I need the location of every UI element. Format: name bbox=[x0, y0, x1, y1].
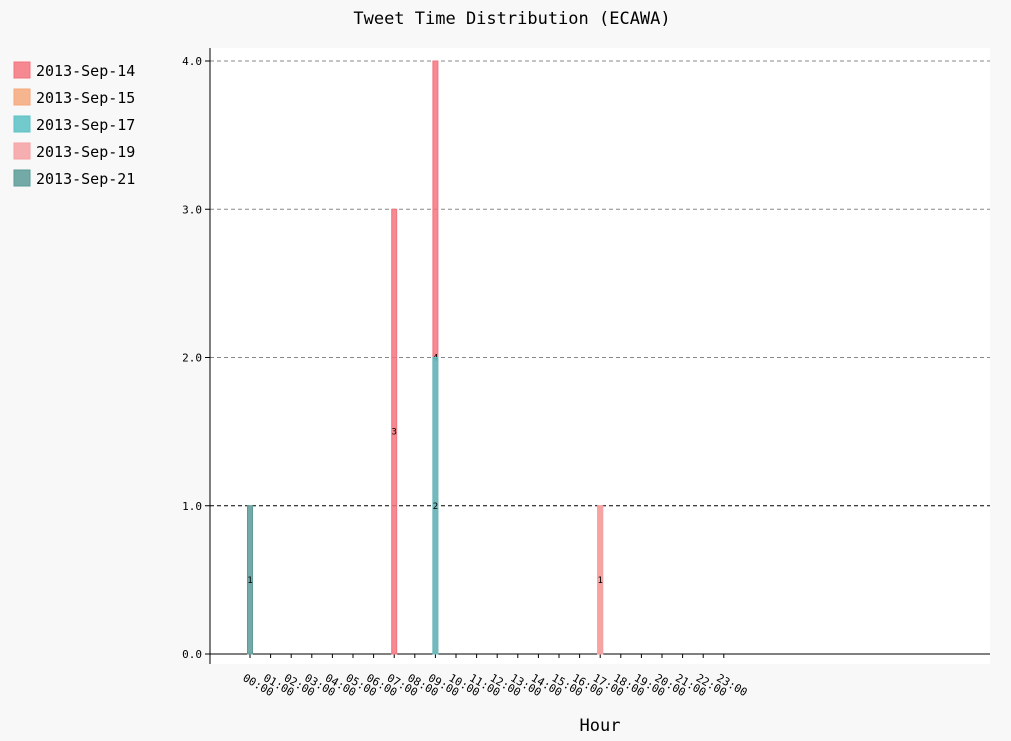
y-tick-label: 1.0 bbox=[182, 500, 202, 513]
legend-label: 2013-Sep-15 bbox=[36, 89, 135, 107]
bar-value-label: 3 bbox=[391, 428, 396, 438]
y-tick-label: 4.0 bbox=[182, 55, 202, 68]
bars: 341211 bbox=[247, 60, 604, 655]
bar bbox=[391, 208, 398, 655]
chart-title: Tweet Time Distribution (ECAWA) bbox=[353, 9, 670, 29]
y-tick-label: 0.0 bbox=[182, 648, 202, 661]
legend-swatch bbox=[13, 88, 31, 106]
legend-label: 2013-Sep-14 bbox=[36, 62, 135, 80]
legend-label: 2013-Sep-19 bbox=[36, 143, 135, 161]
legend: 2013-Sep-14 2013-Sep-15 2013-Sep-17 2013-Se… bbox=[13, 61, 135, 188]
legend-swatch bbox=[13, 61, 31, 79]
bar bbox=[432, 357, 439, 655]
legend-swatch bbox=[13, 142, 31, 160]
y-axis: 0.0 1.0 2.0 3.0 4.0 bbox=[182, 48, 211, 664]
bar-value-label: 1 bbox=[597, 576, 602, 586]
legend-label: 2013-Sep-17 bbox=[36, 116, 135, 134]
legend-swatch bbox=[13, 115, 31, 133]
legend-swatch bbox=[13, 169, 31, 187]
x-axis-title: Hour bbox=[580, 716, 621, 736]
legend-label: 2013-Sep-21 bbox=[36, 170, 135, 188]
bar-value-label: 2 bbox=[433, 502, 438, 512]
bar bbox=[597, 505, 604, 655]
y-tick-label: 3.0 bbox=[182, 203, 202, 216]
grid-lines bbox=[210, 60, 990, 507]
bar bbox=[247, 505, 253, 655]
y-tick-label: 2.0 bbox=[182, 352, 202, 365]
bar-value-label: 1 bbox=[247, 576, 252, 586]
